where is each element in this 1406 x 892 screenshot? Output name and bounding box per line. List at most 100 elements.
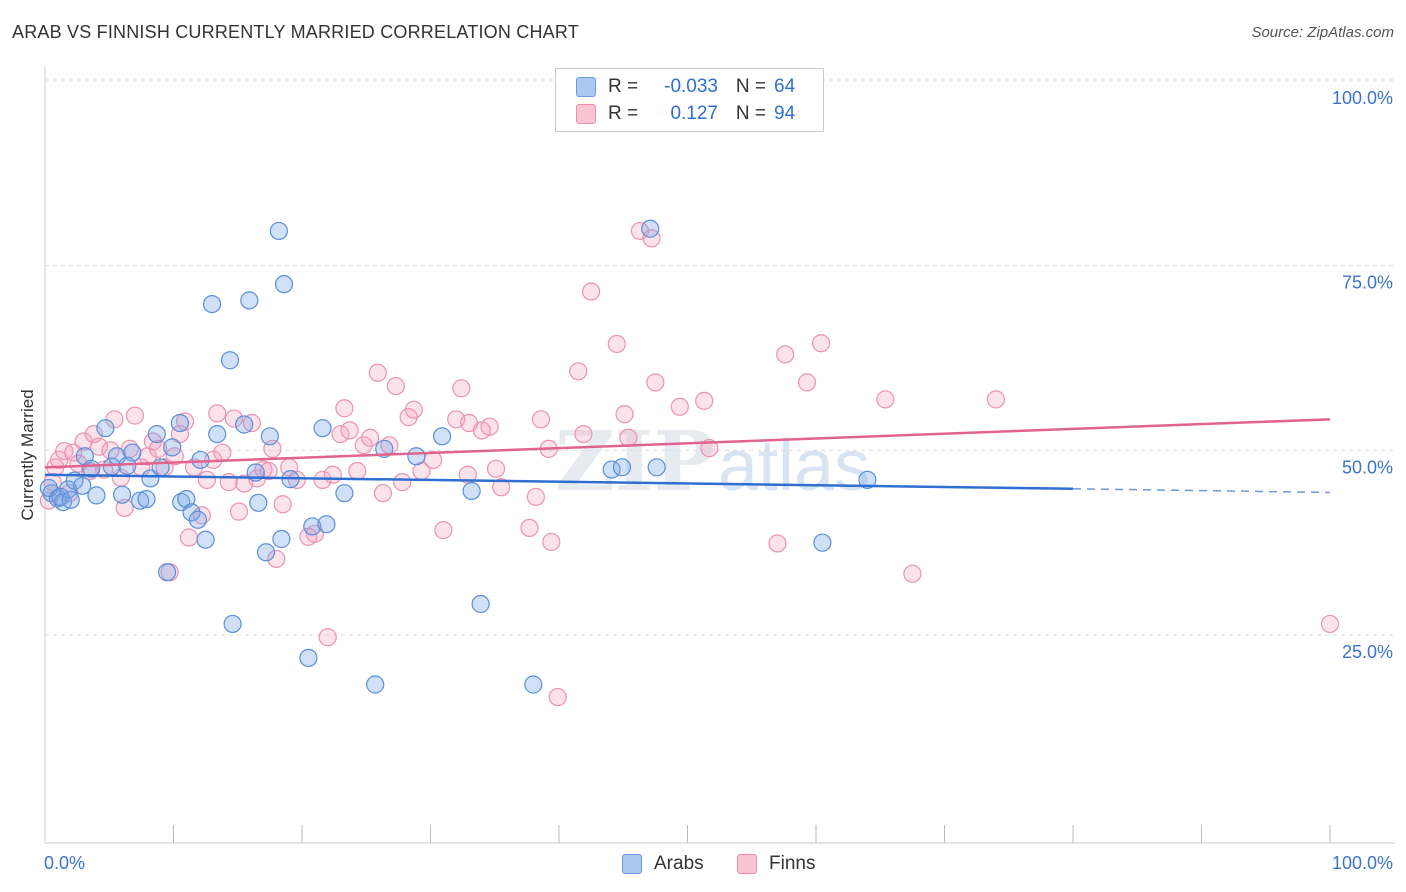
arabs-point	[612, 458, 632, 477]
finns-point	[776, 345, 795, 364]
arabs-point	[130, 491, 150, 510]
arabs-point	[641, 219, 660, 238]
finns-point	[313, 470, 332, 489]
finns-point	[642, 229, 661, 248]
finns-point	[797, 373, 817, 392]
finns-point	[55, 441, 74, 461]
arabs-point	[647, 458, 666, 477]
finns-point	[273, 495, 292, 514]
finns-point	[574, 424, 593, 444]
finns-legend-label: Finns	[769, 853, 816, 874]
arabs-point	[141, 469, 160, 488]
finns-point	[348, 461, 367, 481]
source-label: Source: ZipAtlas.com	[1251, 24, 1394, 41]
arabs-point	[147, 424, 166, 444]
legend-row-arabs: R = -0.033 N = 64	[576, 75, 795, 99]
y-tick-label: 100.0%	[1332, 88, 1393, 108]
y-tick-label: 50.0%	[1342, 457, 1393, 477]
arabs-point	[220, 351, 240, 370]
arabs-point	[223, 614, 242, 634]
finns-point	[229, 502, 249, 521]
arabs-point	[157, 563, 177, 582]
finns-point	[354, 436, 373, 455]
trend-lines	[44, 418, 1331, 494]
finns-point	[582, 282, 601, 301]
finns-point	[340, 421, 359, 440]
arabs-point	[335, 484, 354, 503]
finns-point	[335, 399, 354, 418]
legend-r-label: R =	[608, 103, 639, 124]
arabs-point	[313, 419, 332, 438]
finns-point	[542, 532, 561, 552]
arabs-swatch	[576, 77, 596, 97]
arabs-point	[858, 470, 877, 489]
arabs-point	[813, 533, 832, 552]
finns-point	[619, 428, 638, 447]
legend-n-label: N =	[735, 76, 766, 97]
finns-point	[480, 417, 499, 436]
finns-point	[213, 443, 232, 462]
arabs-point	[407, 447, 426, 466]
arabs-point	[235, 415, 254, 434]
arabs-point	[170, 413, 190, 433]
finns-point	[331, 424, 350, 444]
legend-r-value: -0.033	[664, 76, 718, 97]
x-tick-label: 0.0%	[44, 853, 85, 873]
arabs-point	[73, 476, 92, 495]
arabs-point	[208, 424, 227, 444]
legend-n-value: 64	[774, 76, 796, 97]
finns-point	[1320, 614, 1340, 634]
finns-point	[768, 534, 787, 553]
arabs-point	[471, 594, 490, 614]
arabs-point	[163, 438, 182, 457]
gridlines	[45, 78, 1395, 636]
arabs-point	[96, 419, 115, 438]
finns-point	[267, 549, 286, 569]
arabs-point	[299, 648, 318, 668]
arabs-point	[191, 450, 210, 470]
arabs-point	[182, 503, 201, 522]
arabs-point	[256, 543, 276, 562]
chart-title: ARAB VS FINNISH CURRENTLY MARRIED CORREL…	[12, 22, 579, 42]
finns-point	[64, 443, 83, 462]
finns-point	[404, 400, 423, 419]
arabs-point	[151, 458, 170, 477]
arabs-point	[272, 529, 291, 549]
finns-legend-swatch	[737, 854, 757, 874]
legend-row-finns: R = 0.127 N = 94	[576, 102, 795, 126]
finns-point	[434, 521, 453, 540]
arabs-trend-line	[44, 473, 1074, 491]
finns-point	[148, 439, 168, 458]
finns-point	[361, 428, 380, 447]
watermark: ZIP atlas	[555, 414, 870, 510]
legend-r-label: R =	[608, 76, 639, 97]
legend-n-label: N =	[735, 103, 766, 124]
finns-point	[903, 564, 922, 583]
x-tick-label: 100.0%	[1332, 853, 1393, 873]
tick-labels: 25.0% 50.0% 75.0% 100.0% 0.0% 100.0%	[44, 88, 1393, 873]
finns-point	[373, 484, 393, 503]
finns-point	[224, 409, 243, 428]
arabs-trend-extension	[1072, 488, 1331, 494]
finns-point	[323, 465, 342, 484]
finns-point	[179, 528, 199, 547]
finns-point	[492, 478, 511, 497]
finns-point	[670, 397, 689, 416]
arabs-point	[112, 485, 132, 504]
finns-point	[386, 376, 405, 396]
arabs-point	[137, 489, 156, 509]
bottom-legend-finns: Finns	[737, 852, 815, 876]
arabs-point	[524, 675, 543, 694]
finns-point	[318, 628, 337, 647]
finns-point	[695, 391, 714, 410]
arabs-point	[375, 439, 394, 458]
finns-point	[876, 390, 895, 409]
arabs-point	[366, 675, 385, 694]
finns-point	[125, 406, 145, 425]
watermark-zip: ZIP	[555, 414, 715, 510]
finns-point	[368, 363, 387, 382]
y-tick-label: 25.0%	[1342, 642, 1393, 662]
finns-point	[50, 450, 69, 470]
arabs-point	[123, 443, 142, 462]
